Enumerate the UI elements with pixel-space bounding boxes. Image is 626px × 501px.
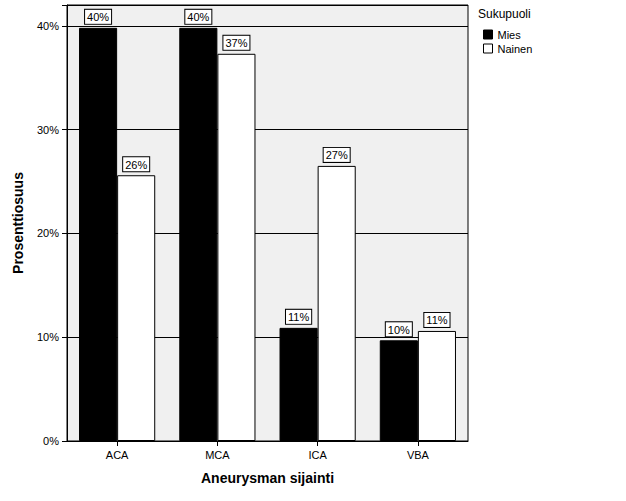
svg-text:VBA: VBA xyxy=(407,449,430,461)
svg-text:10%: 10% xyxy=(37,331,59,343)
svg-text:ACA: ACA xyxy=(106,449,129,461)
svg-text:27%: 27% xyxy=(326,149,348,161)
svg-text:20%: 20% xyxy=(37,227,59,239)
svg-text:40%: 40% xyxy=(187,11,209,23)
svg-text:11%: 11% xyxy=(288,311,309,323)
svg-text:Prosenttiosuus: Prosenttiosuus xyxy=(10,172,26,274)
svg-text:MCA: MCA xyxy=(205,449,230,461)
svg-text:26%: 26% xyxy=(125,159,147,171)
svg-text:40%: 40% xyxy=(37,20,59,32)
svg-text:Sukupuoli: Sukupuoli xyxy=(478,7,531,21)
svg-text:Nainen: Nainen xyxy=(498,43,533,55)
svg-text:Aneurysman sijainti: Aneurysman sijainti xyxy=(201,470,334,486)
svg-text:ICA: ICA xyxy=(308,449,327,461)
svg-text:37%: 37% xyxy=(225,37,247,49)
svg-text:10%: 10% xyxy=(388,324,410,336)
svg-text:11%: 11% xyxy=(426,314,447,326)
svg-text:30%: 30% xyxy=(37,124,59,136)
svg-text:40%: 40% xyxy=(87,11,109,23)
svg-text:0%: 0% xyxy=(43,435,59,447)
svg-text:Mies: Mies xyxy=(498,29,522,41)
